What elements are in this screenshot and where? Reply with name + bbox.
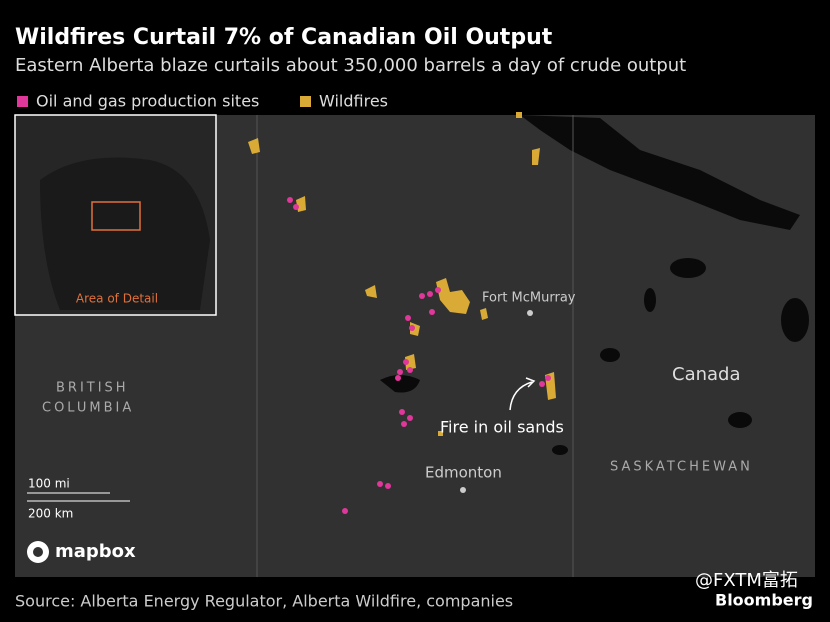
legend-label: Oil and gas production sites xyxy=(36,92,259,111)
mapbox-logo xyxy=(33,547,43,557)
lake xyxy=(552,445,568,455)
wildfire xyxy=(405,354,416,370)
production-site xyxy=(435,287,441,293)
production-site xyxy=(377,481,383,487)
scale-label: 200 km xyxy=(28,507,73,521)
place-label: Canada xyxy=(672,364,741,385)
wildfire xyxy=(438,431,443,436)
lake xyxy=(781,298,809,342)
lake xyxy=(600,348,620,362)
annotation-arrow xyxy=(509,381,533,411)
wildfire xyxy=(436,278,470,314)
source: Source: Alberta Energy Regulator, Albert… xyxy=(15,592,513,611)
place-label: Edmonton xyxy=(425,464,502,482)
watermark: @FXTM富拓 xyxy=(695,570,798,591)
place-label: BRITISH xyxy=(56,381,129,396)
annotation: Fire in oil sands xyxy=(440,418,564,437)
production-site xyxy=(405,315,411,321)
lake xyxy=(520,115,800,230)
production-site xyxy=(403,359,409,365)
production-site xyxy=(385,483,391,489)
wildfire xyxy=(480,308,488,320)
scale-label: 100 mi xyxy=(28,477,70,491)
production-site xyxy=(399,409,405,415)
production-site xyxy=(429,309,435,315)
place-label: COLUMBIA xyxy=(42,401,134,416)
production-site xyxy=(419,293,425,299)
title: Wildfires Curtail 7% of Canadian Oil Out… xyxy=(15,25,553,50)
inset-area xyxy=(91,201,141,231)
annotation-arrowhead xyxy=(525,377,536,388)
inset-label: Area of Detail xyxy=(76,292,158,306)
legend-swatch xyxy=(300,96,311,107)
production-sites xyxy=(287,197,551,514)
inset-land xyxy=(40,157,210,310)
production-site xyxy=(287,197,293,203)
lake xyxy=(644,288,656,312)
wildfire xyxy=(516,112,522,118)
map: Fort McMurray Canada Edmonton SASKATCHEW… xyxy=(14,112,815,577)
production-site xyxy=(342,508,348,514)
production-site xyxy=(401,421,407,427)
subtitle: Eastern Alberta blaze curtails about 350… xyxy=(15,55,686,76)
production-site xyxy=(409,325,415,331)
brand: Bloomberg xyxy=(715,591,813,610)
production-site xyxy=(539,381,545,387)
production-site xyxy=(407,367,413,373)
lake xyxy=(380,375,420,393)
production-site xyxy=(407,415,413,421)
city-dot xyxy=(460,487,466,493)
lake xyxy=(670,258,706,278)
lake xyxy=(728,412,752,428)
production-site xyxy=(395,375,401,381)
production-site xyxy=(545,375,551,381)
production-site xyxy=(427,291,433,297)
production-site xyxy=(397,369,403,375)
city-dot xyxy=(527,310,533,316)
place-label: Fort McMurray xyxy=(482,291,576,306)
wildfire xyxy=(365,285,377,298)
lakes xyxy=(380,115,809,455)
wildfire xyxy=(532,148,540,165)
place-label: SASKATCHEWAN xyxy=(610,460,753,475)
attribution: mapbox xyxy=(55,541,136,562)
production-site xyxy=(293,204,299,210)
legend-swatch xyxy=(17,96,28,107)
legend-label: Wildfires xyxy=(319,92,388,111)
wildfire xyxy=(248,138,260,154)
